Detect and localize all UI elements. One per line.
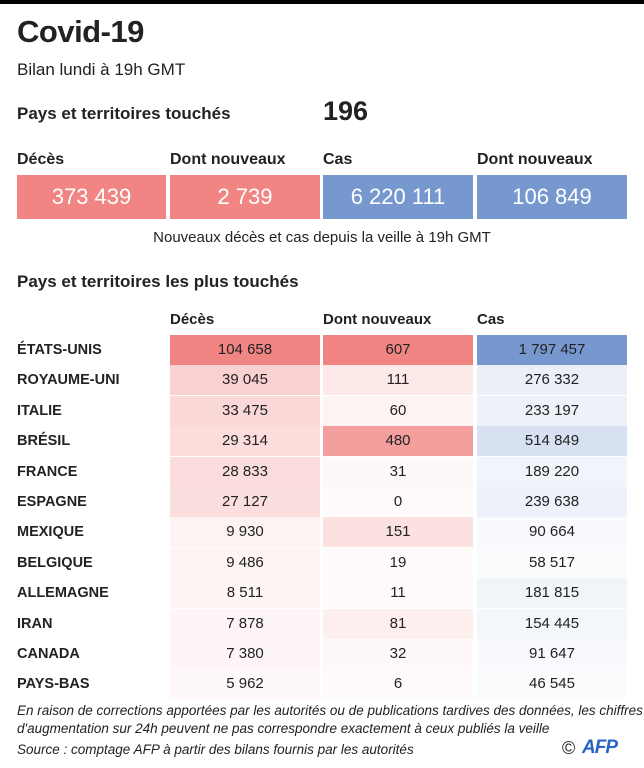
section-title: Pays et territoires les plus touchés (17, 272, 299, 291)
country-name: ITALIE (17, 402, 62, 419)
cell-deaths: 8 511 (170, 578, 320, 609)
table-row: PAYS-BAS 5 962 6 46 545 (0, 669, 644, 700)
cell-deaths: 9 930 (170, 517, 320, 548)
cell-new: 11 (323, 578, 473, 609)
key-figure-label: Décès (17, 151, 65, 168)
col-header-cases: Cas (477, 311, 505, 328)
cell-deaths: 27 127 (170, 487, 320, 517)
cell-new: 0 (323, 487, 473, 517)
cell-cases: 1 797 457 (477, 335, 627, 365)
cell-deaths: 5 962 (170, 669, 320, 700)
cell-cases: 239 638 (477, 487, 627, 517)
cell-deaths: 28 833 (170, 456, 320, 487)
table-row: ÉTATS-UNIS 104 658 607 1 797 457 (0, 335, 644, 365)
country-name: MEXIQUE (17, 524, 84, 541)
country-name: FRANCE (17, 463, 78, 480)
countries-touched-value: 196 (323, 96, 369, 126)
col-header-deaths: Décès (170, 311, 215, 328)
cell-deaths: 104 658 (170, 335, 320, 365)
table-row: ITALIE 33 475 60 233 197 (0, 395, 644, 426)
cell-cases: 514 849 (477, 426, 627, 457)
country-name: BELGIQUE (17, 554, 93, 571)
cell-new: 6 (323, 669, 473, 700)
footnote-line-2: d'augmentation sur 24h peuvent ne pas co… (17, 721, 550, 736)
country-name: PAYS-BAS (17, 676, 90, 693)
table-row: BRÉSIL 29 314 480 514 849 (0, 426, 644, 457)
country-name: ALLEMAGNE (17, 585, 109, 602)
cell-deaths: 7 878 (170, 608, 320, 639)
source: Source : comptage AFP à partir des bilan… (17, 742, 414, 757)
country-name: ÉTATS-UNIS (17, 342, 102, 358)
afp-logo: AFP (582, 737, 618, 758)
subtitle: Bilan lundi à 19h GMT (17, 60, 186, 79)
top-bar (0, 0, 644, 4)
country-name: ROYAUME-UNI (17, 372, 120, 389)
cell-new: 607 (323, 335, 473, 365)
table-row: CANADA 7 380 32 91 647 (0, 639, 644, 669)
table-row: ESPAGNE 27 127 0 239 638 (0, 487, 644, 517)
key-figure-label: Dont nouveaux (477, 151, 593, 168)
table-row: IRAN 7 878 81 154 445 (0, 608, 644, 639)
country-name: ESPAGNE (17, 494, 87, 510)
copyright-icon: © (562, 738, 576, 758)
cell-new: 32 (323, 639, 473, 669)
cell-cases: 276 332 (477, 365, 627, 396)
cell-new: 480 (323, 426, 473, 457)
country-name: BRÉSIL (17, 433, 71, 450)
country-name: CANADA (17, 646, 80, 662)
cell-deaths: 7 380 (170, 639, 320, 669)
table-row: MEXIQUE 9 930 151 90 664 (0, 517, 644, 548)
country-name: IRAN (17, 615, 53, 632)
cell-deaths: 29 314 (170, 426, 320, 457)
col-header-new: Dont nouveaux (323, 311, 432, 328)
key-figure-value: 106 849 (477, 175, 627, 219)
cell-cases: 91 647 (477, 639, 627, 669)
countries-touched-label: Pays et territoires touchés (17, 104, 231, 123)
cell-new: 81 (323, 608, 473, 639)
cell-new: 31 (323, 456, 473, 487)
cell-deaths: 9 486 (170, 547, 320, 578)
cell-new: 151 (323, 517, 473, 548)
table-row: BELGIQUE 9 486 19 58 517 (0, 547, 644, 578)
key-figure-label: Dont nouveaux (170, 151, 286, 168)
cell-cases: 189 220 (477, 456, 627, 487)
table-row: FRANCE 28 833 31 189 220 (0, 456, 644, 487)
cell-cases: 233 197 (477, 395, 627, 426)
cell-deaths: 33 475 (170, 395, 320, 426)
page-title: Covid-19 (17, 14, 144, 49)
cell-new: 19 (323, 547, 473, 578)
cell-cases: 181 815 (477, 578, 627, 609)
cell-deaths: 39 045 (170, 365, 320, 396)
key-figure-value: 2 739 (170, 175, 320, 219)
table-row: ALLEMAGNE 8 511 11 181 815 (0, 578, 644, 609)
key-figure-value: 373 439 (17, 175, 166, 219)
footnote-line-1: En raison de corrections apportées par l… (17, 703, 643, 718)
cell-cases: 90 664 (477, 517, 627, 548)
key-note: Nouveaux décès et cas depuis la veille à… (153, 229, 491, 246)
table-row: ROYAUME-UNI 39 045 111 276 332 (0, 365, 644, 396)
key-figure-value: 6 220 111 (323, 175, 473, 219)
cell-new: 60 (323, 395, 473, 426)
cell-cases: 58 517 (477, 547, 627, 578)
cell-cases: 46 545 (477, 669, 627, 700)
cell-cases: 154 445 (477, 608, 627, 639)
key-figure-label: Cas (323, 151, 353, 168)
cell-new: 111 (323, 365, 473, 396)
